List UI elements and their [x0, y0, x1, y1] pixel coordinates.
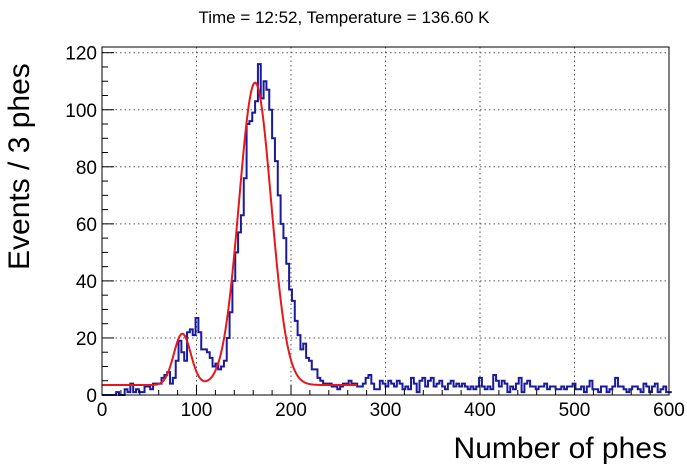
x-axis-label: Number of phes — [454, 432, 667, 465]
y-tick-label: 100 — [65, 101, 97, 122]
axis-ticks: 0 100 200 300 400 500 600 0 20 40 60 80 100 120 — [65, 44, 685, 421]
y-tick-label: 0 — [86, 386, 97, 407]
x-tick-label: 500 — [559, 400, 591, 421]
x-tick-label: 100 — [181, 400, 213, 421]
y-tick-label: 80 — [76, 158, 97, 179]
x-tick-label: 400 — [464, 400, 496, 421]
y-tick-label: 120 — [65, 44, 97, 65]
x-tick-label: 0 — [97, 400, 108, 421]
y-tick-label: 40 — [76, 272, 97, 293]
x-tick-label: 600 — [653, 400, 685, 421]
x-tick-label: 200 — [275, 400, 307, 421]
fit-curve — [102, 81, 358, 387]
x-tick-label: 300 — [370, 400, 402, 421]
y-tick-label: 60 — [76, 215, 97, 236]
y-tick-label: 20 — [76, 329, 97, 350]
grid — [102, 47, 669, 395]
histogram-series — [102, 63, 672, 396]
y-axis-label: Events / 3 phes — [3, 63, 36, 270]
chart-title: Time = 12:52, Temperature = 136.60 K — [198, 8, 490, 27]
